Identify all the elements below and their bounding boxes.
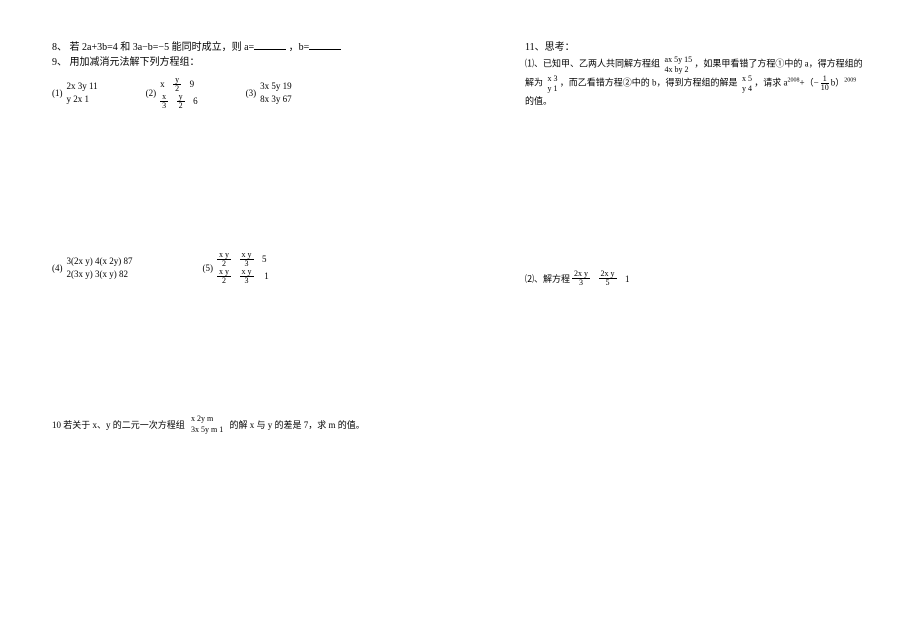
eq3-line2: 8x 3y 67 — [260, 93, 292, 106]
question-10: 10 若关于 x、y 的二元一次方程组 x 2y m 3x 5y m 1 的解 … — [52, 413, 472, 435]
eq5-label: (5) — [203, 263, 214, 273]
eq2-frac2b: y2 — [177, 93, 185, 110]
eq5-frac1a: x y2 — [217, 251, 231, 268]
equation-row-1: (1) 2x 3y 11 y 2x 1 (2) x y2 9 x3 y2 — [52, 76, 472, 110]
eq1-line2: y 2x 1 — [67, 93, 98, 106]
eq4-line1: 3(2x y) 4(x 2y) 87 — [67, 255, 133, 268]
blank-b — [309, 40, 341, 50]
equation-row-2: (4) 3(2x y) 4(x 2y) 87 2(3x y) 3(x y) 82… — [52, 251, 472, 285]
p1-frac: 110 — [819, 75, 831, 92]
question-11-part1: ⑴、已知甲、乙两人共同解方程组 ax 5y 15 4x by 2 ，如果甲看错了… — [525, 55, 915, 110]
q10-part2: 的解 x 与 y 的差是 7，求 m 的值。 — [230, 418, 365, 431]
eq2-frac1: y2 — [173, 76, 181, 93]
q8-mid: ，b= — [286, 42, 309, 53]
q10-sys-l1: x 2y m — [191, 413, 223, 424]
eq3: (3) 3x 5y 19 8x 3y 67 — [246, 76, 292, 110]
eq1: (1) 2x 3y 11 y 2x 1 — [52, 76, 98, 110]
eq1-label: (1) — [52, 88, 63, 98]
eq2: (2) x y2 9 x3 y2 6 — [146, 76, 198, 110]
p1-sol1-l1: x 3 — [548, 74, 558, 84]
p1-sol2-l1: x 5 — [742, 74, 752, 84]
eq4-line2: 2(3x y) 3(x y) 82 — [67, 268, 133, 281]
p2-rhs: 1 — [625, 274, 630, 284]
eq5-frac2b: x y3 — [240, 268, 254, 285]
eq3-label: (3) — [246, 88, 257, 98]
eq1-line1: 2x 3y 11 — [67, 80, 98, 93]
p2-frac1: 2x y3 — [572, 270, 590, 287]
left-column: 8、 若 2a+3b=4 和 3a−b=−5 能同时成立，则 a= ，b= 9、… — [52, 40, 472, 435]
eq5-frac2a: x y2 — [217, 268, 231, 285]
p1-sol2-l2: y 4 — [742, 84, 752, 94]
eq2-label: (2) — [146, 88, 157, 98]
p2-prefix: ⑵、解方程 — [525, 272, 570, 285]
eq5-frac1b: x y3 — [240, 251, 254, 268]
q10-sys-l2: 3x 5y m 1 — [191, 424, 223, 435]
q8-prefix: 8、 若 2a+3b=4 和 3a−b=−5 能同时成立，则 a= — [52, 42, 254, 53]
question-11-part2: ⑵、解方程 2x y3 2x y5 1 — [525, 270, 915, 287]
eq3-line1: 3x 5y 19 — [260, 80, 292, 93]
eq2-frac2a: x3 — [160, 93, 168, 110]
q10-part1: 10 若关于 x、y 的二元一次方程组 — [52, 418, 185, 431]
question-11-title: 11、思考： — [525, 40, 915, 55]
eq2-x1: x — [160, 78, 165, 91]
eq4-label: (4) — [52, 263, 63, 273]
p1-sys-l2: 4x by 2 — [665, 65, 693, 75]
question-8: 8、 若 2a+3b=4 和 3a−b=−5 能同时成立，则 a= ，b= — [52, 40, 472, 55]
eq5: (5) x y2 x y3 5 x y2 x y3 1 — [203, 251, 269, 285]
p1-sol1-l2: y 1 — [548, 84, 558, 94]
p1-sys-l1: ax 5y 15 — [665, 55, 693, 65]
p2-frac2: 2x y5 — [599, 270, 617, 287]
blank-a — [254, 40, 286, 50]
right-column: 11、思考： ⑴、已知甲、乙两人共同解方程组 ax 5y 15 4x by 2 … — [525, 40, 915, 287]
question-9: 9、 用加减消元法解下列方程组： — [52, 55, 472, 70]
eq4: (4) 3(2x y) 4(x 2y) 87 2(3x y) 3(x y) 82 — [52, 251, 133, 285]
